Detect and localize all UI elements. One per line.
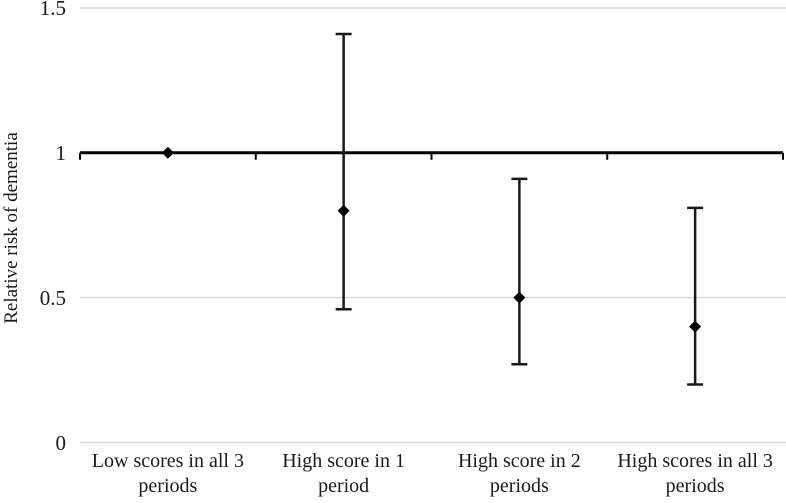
- category-label: High score in 1 period: [282, 450, 405, 497]
- y-tick-label: 0.5: [39, 285, 66, 310]
- category-label: Low scores in all 3 periods: [91, 450, 244, 497]
- y-tick-label: 1.5: [39, 0, 66, 20]
- data-point-diamond: [337, 204, 350, 217]
- category-label: High score in 2 periods: [457, 450, 581, 497]
- data-point-diamond: [161, 146, 174, 159]
- y-tick-label: 0: [55, 430, 67, 455]
- y-tick-label: 1: [55, 140, 67, 165]
- category-label: High scores in all 3 periods: [617, 450, 773, 497]
- data-point-diamond: [689, 320, 702, 333]
- data-point-diamond: [513, 291, 526, 304]
